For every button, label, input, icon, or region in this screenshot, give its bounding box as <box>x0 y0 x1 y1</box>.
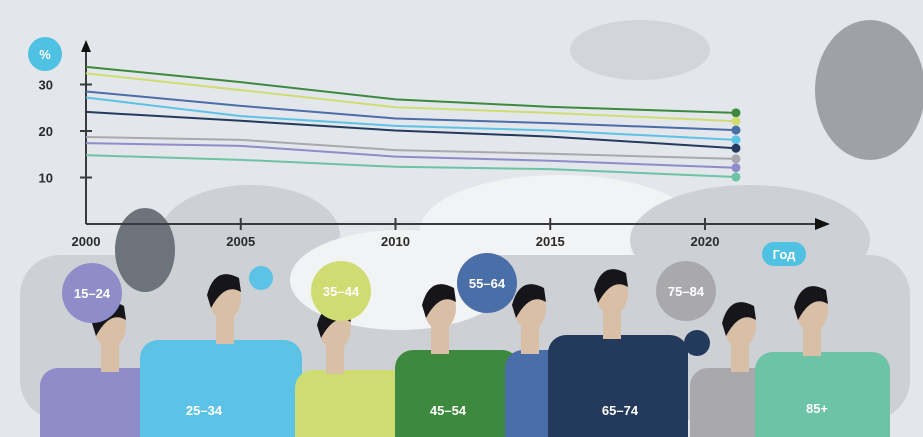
series-line-85+ <box>85 154 736 179</box>
age-group-bubble <box>457 253 517 313</box>
person-hair <box>722 302 756 336</box>
series-line-55–64 <box>85 90 736 132</box>
x-tick-label: 2020 <box>691 234 720 249</box>
x-tick-label: 2000 <box>72 234 101 249</box>
y-tick-label: 20 <box>39 124 53 139</box>
age-group-label: 85+ <box>806 401 828 416</box>
x-unit-badge <box>762 242 806 266</box>
age-group-label: 15–24 <box>74 286 111 301</box>
x-axis-arrow <box>815 218 830 230</box>
series-line-75–84 <box>85 136 736 160</box>
series-end-point <box>731 116 741 126</box>
series-end-point <box>731 154 741 164</box>
age-group-label: 45–54 <box>430 403 467 418</box>
smoke-cloud-dark <box>815 20 923 160</box>
age-group-bubble <box>656 261 716 321</box>
y-tick-label: 30 <box>39 78 53 93</box>
smoke-cloud-dark <box>115 208 175 292</box>
age-group-bubble <box>174 380 234 437</box>
x-axis-label: Год <box>773 247 796 262</box>
smoke-cloud <box>570 20 710 80</box>
age-group-bubble <box>311 261 371 321</box>
series-lines <box>85 65 741 182</box>
person-body <box>295 370 410 437</box>
series-line-15–24 <box>85 142 736 169</box>
age-group-bubble <box>787 378 847 437</box>
person-hair <box>594 269 628 303</box>
series-end-point <box>731 143 741 153</box>
age-group-bubble <box>418 380 478 437</box>
person-hair <box>794 286 828 320</box>
y-axis-label: % <box>39 47 51 62</box>
series-end-point <box>731 135 741 145</box>
series-end-point <box>731 172 741 182</box>
small-bubble <box>684 330 710 356</box>
series-end-point <box>731 125 741 135</box>
age-group-label: 35–44 <box>323 284 360 299</box>
age-group-bubble <box>590 380 650 437</box>
small-bubble <box>249 266 273 290</box>
person-hair <box>512 284 546 318</box>
person-hair <box>207 274 241 308</box>
y-unit-badge <box>28 37 62 71</box>
person-body <box>40 368 162 437</box>
series-line-45–54 <box>85 65 736 114</box>
x-tick-label: 2005 <box>226 234 255 249</box>
series-line-25–34 <box>85 96 737 141</box>
axes: 10 20 30 2000 2005 2010 2015 2020% Год <box>28 37 830 266</box>
y-tick-label: 10 <box>39 171 53 186</box>
series-line-35–44 <box>85 72 736 123</box>
x-tick-label: 2010 <box>381 234 410 249</box>
age-group-bubble <box>62 263 122 323</box>
age-group-label: 55–64 <box>469 276 506 291</box>
x-tick-label: 2015 <box>536 234 565 249</box>
series-end-point <box>731 163 741 173</box>
people-illustration: 15–24 25–34 35–44 45–54 55–64 65–74 75–84 85+ <box>40 253 890 437</box>
y-axis-arrow <box>81 40 91 52</box>
age-group-label: 65–74 <box>602 403 639 418</box>
age-group-label: 75–84 <box>668 284 705 299</box>
series-end-point <box>731 108 741 118</box>
age-group-label: 25–34 <box>186 403 223 418</box>
person-hair <box>422 284 456 318</box>
series-line-65–74 <box>85 110 737 150</box>
